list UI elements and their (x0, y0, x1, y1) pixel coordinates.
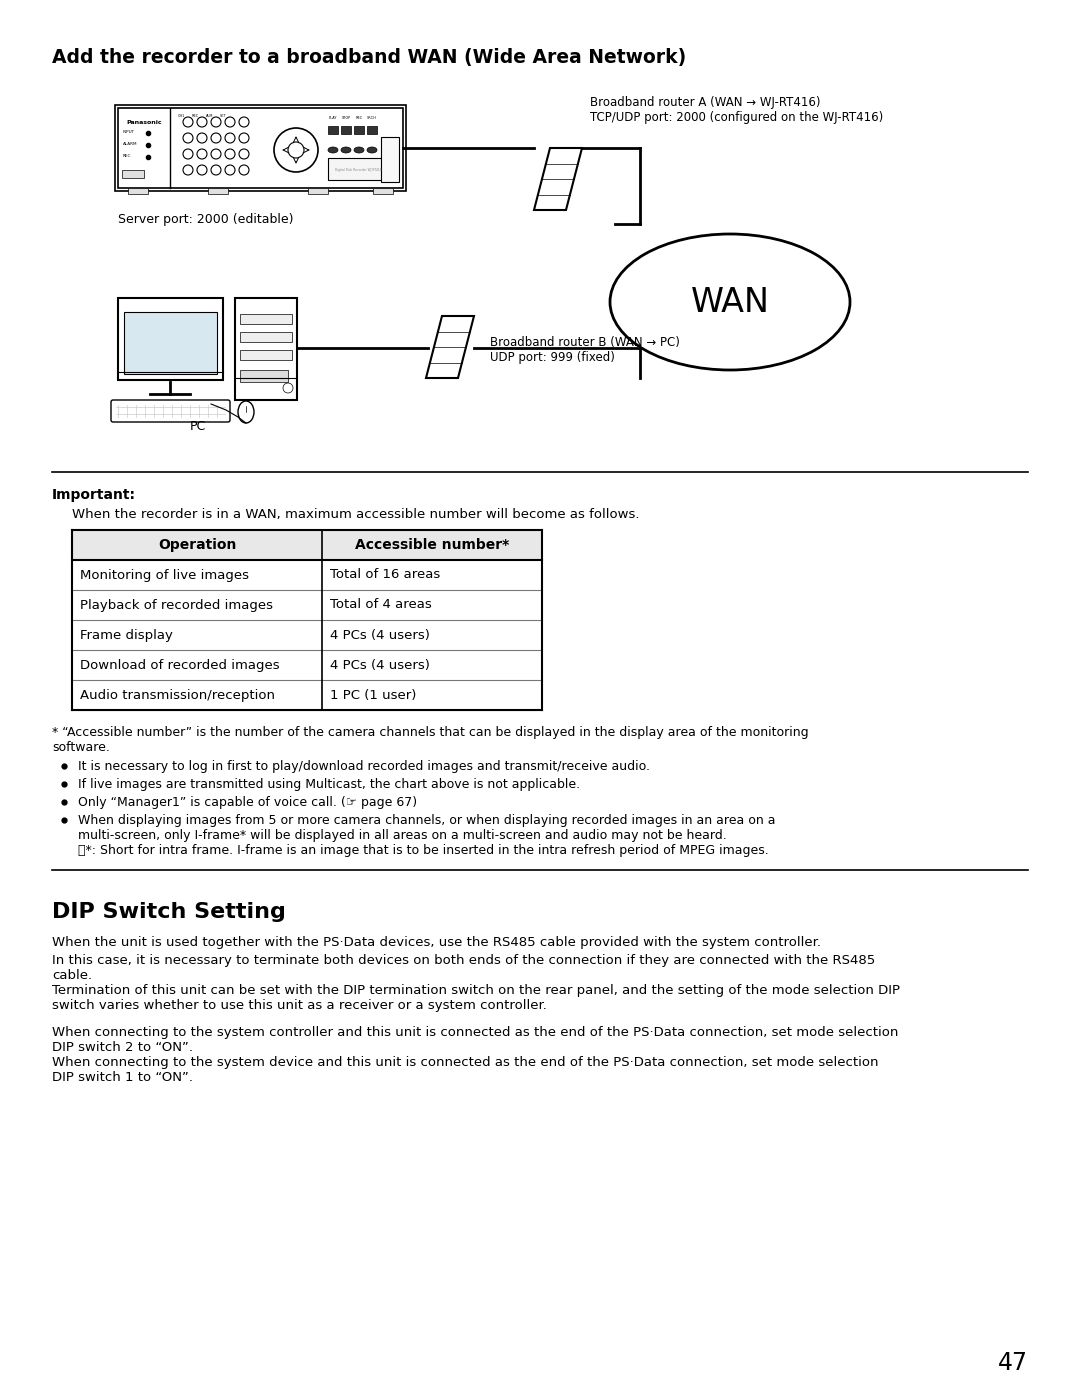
Text: INPUT: INPUT (123, 130, 135, 134)
Circle shape (239, 118, 249, 127)
Circle shape (239, 165, 249, 175)
Text: 4 PCs (4 users): 4 PCs (4 users) (330, 659, 430, 672)
Text: If live images are transmitted using Multicast, the chart above is not applicabl: If live images are transmitted using Mul… (78, 778, 580, 790)
Polygon shape (534, 148, 582, 210)
Circle shape (225, 118, 235, 127)
Circle shape (211, 118, 221, 127)
Bar (341, 126, 351, 134)
Bar (308, 187, 328, 194)
Bar (373, 187, 393, 194)
Bar (235, 298, 297, 400)
Text: Broadband router A (WAN → WJ-RT416)
TCP/UDP port: 2000 (configured on the WJ-RT4: Broadband router A (WAN → WJ-RT416) TCP/… (590, 97, 883, 125)
Text: Operation: Operation (158, 539, 237, 553)
Text: Broadband router B (WAN → PC)
UDP port: 999 (fixed): Broadband router B (WAN → PC) UDP port: … (490, 336, 680, 364)
Text: Add the recorder to a broadband WAN (Wide Area Network): Add the recorder to a broadband WAN (Wid… (52, 48, 686, 67)
Circle shape (183, 133, 193, 143)
Text: REC: REC (123, 154, 132, 158)
Text: PLAY: PLAY (328, 116, 337, 120)
Text: When displaying images from 5 or more camera channels, or when displaying record: When displaying images from 5 or more ca… (78, 814, 775, 858)
Ellipse shape (610, 234, 850, 369)
Polygon shape (426, 316, 474, 378)
Text: 4 PCs (4 users): 4 PCs (4 users) (330, 628, 430, 642)
Bar (328, 126, 338, 134)
Text: When connecting to the system controller and this unit is connected as the end o: When connecting to the system controller… (52, 1025, 899, 1053)
Circle shape (197, 118, 207, 127)
Circle shape (197, 150, 207, 159)
Text: When the unit is used together with the PS·Data devices, use the RS485 cable pro: When the unit is used together with the … (52, 936, 821, 949)
Bar (328, 158, 388, 180)
Text: Playback of recorded images: Playback of recorded images (80, 599, 273, 611)
Bar (118, 108, 403, 187)
Bar (240, 332, 292, 341)
Bar (354, 126, 364, 134)
Bar (122, 171, 144, 178)
Circle shape (239, 150, 249, 159)
Text: WAN: WAN (690, 285, 769, 319)
Bar (124, 312, 217, 374)
Circle shape (274, 127, 318, 172)
Text: Important:: Important: (52, 488, 136, 502)
Bar (367, 126, 377, 134)
Text: REC: REC (355, 116, 363, 120)
Text: REC: REC (192, 113, 199, 118)
FancyBboxPatch shape (111, 400, 230, 422)
Text: DIP Switch Setting: DIP Switch Setting (52, 902, 286, 922)
Text: Monitoring of live images: Monitoring of live images (80, 568, 249, 582)
Bar (118, 298, 222, 381)
Text: * “Accessible number” is the number of the camera channels that can be displayed: * “Accessible number” is the number of t… (52, 726, 809, 754)
Text: Digital Disk Recorder WJ-RT416: Digital Disk Recorder WJ-RT416 (335, 168, 381, 172)
Text: Accessible number*: Accessible number* (355, 539, 509, 553)
Bar (240, 369, 288, 382)
Text: Server port: 2000 (editable): Server port: 2000 (editable) (118, 213, 294, 227)
Text: Only “Manager1” is capable of voice call. (☞ page 67): Only “Manager1” is capable of voice call… (78, 796, 417, 809)
Ellipse shape (354, 147, 364, 152)
Circle shape (211, 165, 221, 175)
Bar (240, 313, 292, 325)
Circle shape (183, 118, 193, 127)
Text: Termination of this unit can be set with the DIP termination switch on the rear : Termination of this unit can be set with… (52, 983, 900, 1011)
Text: CH1: CH1 (178, 113, 186, 118)
Text: SRCH: SRCH (367, 116, 377, 120)
Text: Frame display: Frame display (80, 628, 173, 642)
Text: It is necessary to log in first to play/download recorded images and transmit/re: It is necessary to log in first to play/… (78, 760, 650, 774)
Circle shape (211, 133, 221, 143)
Text: Panasonic: Panasonic (126, 120, 162, 125)
Circle shape (183, 165, 193, 175)
Text: 47: 47 (998, 1351, 1028, 1375)
Text: ALARM: ALARM (123, 143, 137, 145)
Text: PC: PC (190, 420, 206, 434)
Text: SET: SET (220, 113, 227, 118)
Text: Total of 4 areas: Total of 4 areas (330, 599, 432, 611)
Text: Total of 16 areas: Total of 16 areas (330, 568, 441, 582)
Bar (129, 187, 148, 194)
Text: Audio transmission/reception: Audio transmission/reception (80, 688, 275, 701)
Text: STOP: STOP (341, 116, 351, 120)
Circle shape (183, 150, 193, 159)
Text: When the recorder is in a WAN, maximum accessible number will become as follows.: When the recorder is in a WAN, maximum a… (72, 508, 639, 520)
Circle shape (225, 165, 235, 175)
Ellipse shape (367, 147, 377, 152)
Text: 1 PC (1 user): 1 PC (1 user) (330, 688, 417, 701)
Bar (381, 137, 399, 182)
Bar (240, 350, 292, 360)
Text: Download of recorded images: Download of recorded images (80, 659, 280, 672)
Circle shape (225, 133, 235, 143)
Ellipse shape (238, 402, 254, 422)
Circle shape (283, 383, 293, 393)
Circle shape (239, 133, 249, 143)
Bar (114, 105, 406, 192)
Circle shape (211, 150, 221, 159)
Circle shape (197, 165, 207, 175)
Circle shape (197, 133, 207, 143)
Bar (208, 187, 228, 194)
Ellipse shape (341, 147, 351, 152)
Circle shape (288, 143, 303, 158)
Ellipse shape (328, 147, 338, 152)
Text: In this case, it is necessary to terminate both devices on both ends of the conn: In this case, it is necessary to termina… (52, 954, 875, 982)
Bar (72, 530, 542, 560)
Circle shape (225, 150, 235, 159)
Text: When connecting to the system device and this unit is connected as the end of th: When connecting to the system device and… (52, 1056, 878, 1084)
Text: ALM: ALM (206, 113, 214, 118)
